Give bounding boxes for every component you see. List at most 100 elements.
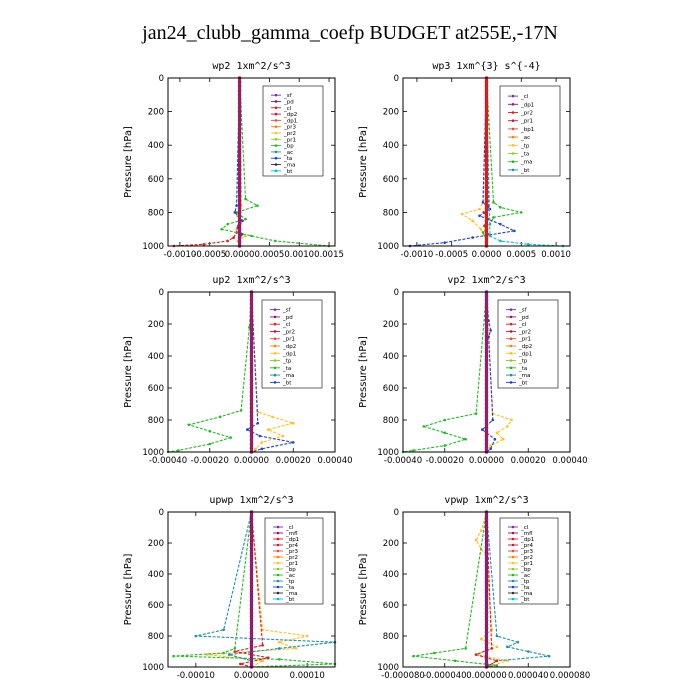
zero-profile-point: [237, 219, 242, 223]
legend-marker: [276, 591, 280, 595]
data-point: [491, 418, 495, 422]
series-line: [173, 78, 241, 247]
data-point: [239, 662, 242, 666]
zero-profile-point: [237, 231, 242, 236]
legend-marker: [273, 330, 277, 333]
data-point: [506, 425, 509, 428]
zero-profile-point: [484, 118, 489, 122]
data-point: [526, 650, 530, 653]
y-tick-label: 400: [148, 141, 164, 151]
legend-marker: [511, 579, 515, 583]
legend-marker: [274, 125, 278, 128]
data-point: [202, 243, 206, 246]
y-tick-label: 200: [148, 539, 164, 549]
zero-profile-point: [237, 84, 242, 89]
zero-profile-point: [484, 151, 489, 156]
legend-marker: [511, 160, 515, 163]
zero-profile-point: [484, 418, 489, 422]
zero-profile-point: [249, 346, 254, 350]
zero-profile-point: [237, 143, 242, 147]
zero-profile-point: [484, 219, 489, 223]
y-tick-label: 400: [148, 352, 164, 362]
legend-marker: [509, 344, 513, 348]
legend: _cl_mfl_dp1_pr4_pr3_pr2_pr1_bp_ac_tp_ta_…: [499, 517, 559, 605]
zero-profile-point: [484, 126, 489, 131]
legend-marker: [276, 567, 280, 571]
legend-box: [261, 299, 323, 389]
zero-profile-point: [484, 537, 489, 541]
legend-label: _bt: [283, 169, 293, 175]
legend-marker: [276, 537, 280, 541]
zero-profile-point: [484, 568, 489, 572]
y-tick-label: 0: [159, 288, 164, 298]
legend-marker: [276, 543, 280, 547]
x-tick-label: -0.0010: [401, 250, 434, 260]
y-tick-label: 800: [383, 208, 399, 218]
x-tick-label: -0.0005: [193, 250, 226, 260]
zero-profile-point: [484, 306, 489, 310]
y-tick-label: 600: [383, 601, 399, 611]
data-point: [222, 628, 225, 632]
data-point: [244, 197, 247, 201]
y-tick-label: 600: [383, 175, 399, 185]
data-point: [479, 637, 483, 641]
x-tick-label: -0.0005: [435, 250, 468, 260]
zero-profile-point: [484, 434, 489, 438]
data-point: [254, 447, 257, 451]
y-tick-label: 600: [148, 175, 164, 185]
y-tick-label: 600: [148, 601, 164, 611]
data-point: [226, 222, 229, 226]
legend-marker: [276, 525, 280, 529]
zero-profile-point: [484, 610, 489, 615]
zero-profile-point: [249, 294, 254, 298]
legend-marker: [273, 381, 277, 384]
zero-profile-point: [249, 314, 254, 318]
zero-profile-point: [237, 135, 242, 139]
panel-6: vpwp 1xm^2/s^3 Pressure [hPa] 0 200 400 600 80…: [358, 495, 590, 681]
legend-label: _dp1: [282, 351, 296, 357]
legend-marker: [276, 561, 280, 565]
zero-profile-point: [249, 322, 254, 326]
zero-profile-point: [484, 214, 489, 219]
data-point: [281, 434, 285, 438]
legend-box: [497, 299, 559, 389]
legend-label: _pr1: [285, 561, 298, 567]
zero-profile-point: [249, 386, 254, 390]
legend-label: _ma: [520, 160, 532, 166]
legend-marker: [511, 103, 515, 106]
zero-profile-point: [484, 168, 489, 173]
zero-profile-point: [249, 406, 254, 410]
data-point: [506, 659, 509, 663]
legend-label: _bt: [520, 168, 530, 174]
zero-profile-point: [237, 122, 242, 126]
y-tick-label: 0: [394, 288, 399, 298]
zero-profile-point: [249, 607, 254, 611]
zero-profile-point: [237, 227, 242, 231]
panels: wp2 1xm^2/s^3 Pressure [hPa] 0 200 400 600 800…: [123, 61, 590, 681]
zero-profile-point: [484, 130, 489, 135]
zero-profile-point: [484, 390, 489, 394]
zero-profile-point: [249, 330, 254, 334]
data-point: [474, 412, 478, 415]
zero-profile-point: [484, 548, 489, 553]
zero-profile-point: [484, 147, 489, 152]
legend-label: _ta: [285, 585, 294, 591]
zero-profile-point: [237, 164, 242, 168]
y-tick-label: 400: [148, 570, 164, 580]
panel-title: vpwp 1xm^2/s^3: [444, 495, 528, 506]
x-tick-label: -0.000040: [423, 671, 467, 681]
zero-profile-point: [484, 156, 489, 160]
zero-profile-point: [249, 626, 254, 631]
zero-profile-point: [484, 160, 489, 164]
panel-2: wp3 1xm^{3} s^{-4} Pressure [hPa] 0 200 400 6…: [358, 61, 571, 260]
zero-profile-point: [484, 84, 489, 89]
zero-profile-point: [484, 206, 489, 210]
zero-profile-point: [484, 326, 489, 330]
legend: _sf_pd_cl_pr2 _pr1_dp2_dp1 _tp_ta_ma_bt: [261, 299, 323, 389]
legend-label: _cl: [285, 525, 294, 531]
data-point: [492, 216, 495, 219]
x-tick-label: 0.00020: [511, 456, 546, 466]
zero-profile-point: [249, 645, 254, 650]
zero-profile-point: [249, 638, 254, 642]
zero-profile-point: [249, 572, 254, 576]
